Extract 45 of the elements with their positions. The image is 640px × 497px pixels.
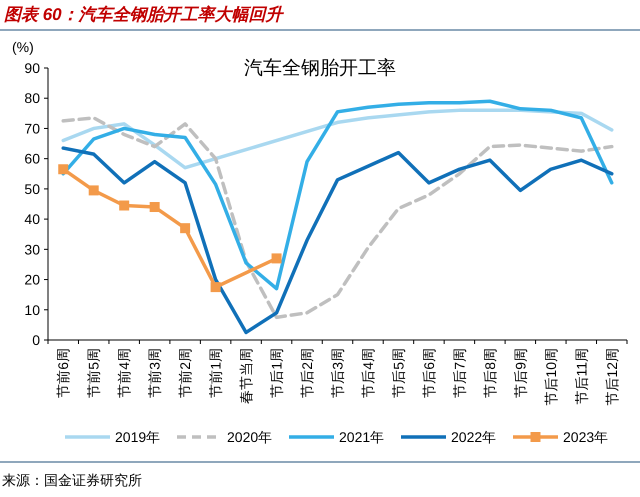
point	[210, 282, 221, 292]
y-tick-label: 0	[32, 332, 40, 348]
point	[88, 185, 99, 196]
legend-label: 2021年	[339, 429, 384, 445]
x-tick-label: 节后8周	[482, 348, 498, 398]
x-tick-label: 节后1周	[268, 348, 285, 398]
y-tick-label: 50	[24, 180, 40, 197]
y-tick-label: 60	[24, 150, 40, 167]
y-tick-label: 90	[24, 60, 40, 76]
x-tick-label: 节后3周	[330, 348, 346, 398]
x-tick-label: 节后5周	[390, 348, 406, 398]
x-tick-label: 节前4周	[116, 348, 132, 398]
y-tick-label: 40	[24, 211, 40, 228]
x-tick-label: 节前2周	[177, 348, 194, 398]
point	[150, 202, 160, 212]
x-tick-label: 节前5周	[86, 348, 102, 398]
point	[180, 223, 190, 234]
x-tick-label: 节后12周	[604, 348, 620, 406]
point	[58, 164, 68, 174]
legend-label: 2019年	[115, 429, 160, 445]
source-note: 来源：国金证券研究所	[2, 472, 142, 488]
legend-label: 2022年	[451, 429, 496, 445]
y-tick-label: 10	[24, 302, 40, 318]
x-tick-label: 春节当周	[238, 348, 254, 404]
x-tick-label: 节后7周	[451, 348, 468, 398]
legend-label: 2020年	[227, 429, 272, 445]
chart-title: 图表 60：汽车全钢胎开工率大幅回升	[4, 5, 285, 24]
x-tick-label: 节后10周	[542, 348, 559, 406]
chart-subtitle: 汽车全钢胎开工率	[244, 57, 396, 79]
x-tick-label: 节前3周	[146, 348, 163, 398]
y-tick-label: 70	[24, 120, 40, 136]
point	[272, 253, 282, 264]
point	[119, 200, 130, 211]
y-tick-label: 20	[24, 272, 40, 288]
x-tick-label: 节前1周	[208, 348, 224, 398]
y-tick-label: 80	[24, 90, 40, 106]
x-tick-label: 节后11周	[573, 348, 590, 405]
x-tick-label: 节后2周	[299, 348, 316, 398]
x-tick-label: 节后4周	[360, 348, 376, 398]
legend-label: 2023年	[563, 429, 608, 445]
y-axis-title: (%)	[12, 39, 34, 55]
y-tick-label: 30	[24, 241, 40, 258]
x-tick-label: 节前6周	[55, 348, 72, 398]
x-tick-label: 节后9周	[512, 348, 528, 398]
x-tick-label: 节后6周	[420, 348, 437, 398]
